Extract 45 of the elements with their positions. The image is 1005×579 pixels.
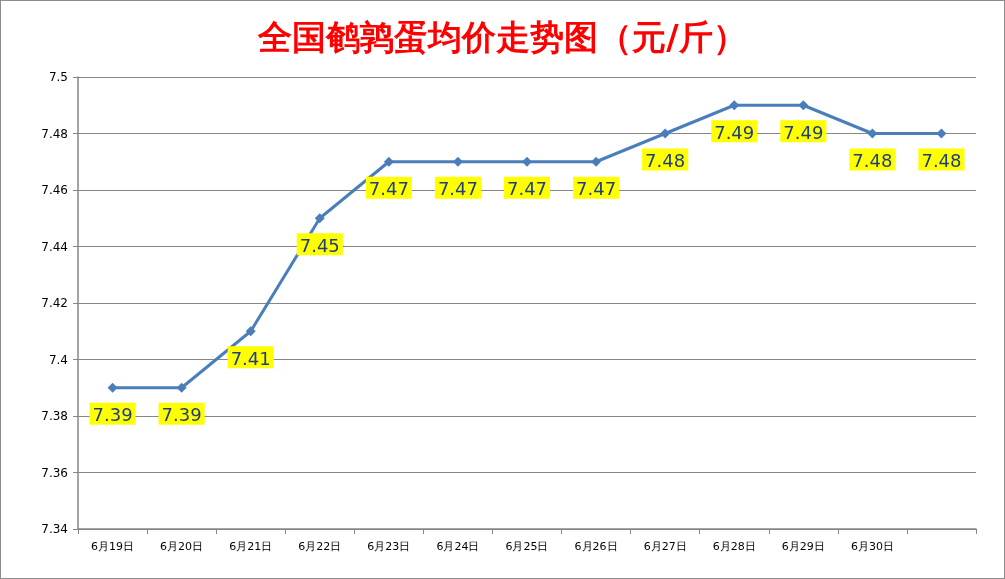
- y-tick-label: 7.34: [41, 522, 68, 536]
- x-tick-label: 6月26日: [574, 540, 618, 553]
- data-label: 7.47: [506, 178, 548, 200]
- y-tick-label: 7.38: [41, 409, 68, 423]
- data-label: 7.49: [783, 121, 824, 143]
- point: [729, 100, 740, 111]
- point: [591, 156, 602, 167]
- data-label: 7.48: [645, 150, 686, 171]
- point: [660, 128, 671, 139]
- x-tick-label: 6月21日: [229, 540, 273, 553]
- y-tick-label: 7.48: [41, 126, 68, 141]
- x-tick-label: 6月29日: [781, 540, 825, 553]
- data-label: 7.45: [299, 234, 340, 256]
- point: [314, 213, 325, 224]
- x-tick-label: 6月22日: [298, 540, 342, 553]
- data-label: 7.39: [92, 404, 133, 426]
- chart-title: 全国鹌鹑蛋均价走势图（元/斤）: [257, 17, 747, 57]
- point: [107, 382, 118, 393]
- point: [383, 156, 394, 167]
- y-tick-label: 7.42: [41, 296, 68, 310]
- data-label: 7.41: [230, 347, 271, 369]
- x-tick-label: 6月27日: [643, 540, 687, 553]
- data-label: 7.49: [714, 121, 755, 143]
- point: [522, 156, 532, 167]
- point: [245, 326, 256, 337]
- x-tick-label: 6月24日: [436, 540, 480, 553]
- data-label: 7.47: [437, 178, 478, 200]
- x-tick-label: 6月19日: [91, 540, 135, 553]
- y-tick-label: 7.4: [48, 352, 68, 367]
- x-tick-label: 6月30日: [850, 540, 894, 553]
- y-tick-label: 7.46: [41, 183, 68, 197]
- point: [176, 382, 187, 393]
- data-label: 7.48: [852, 150, 893, 171]
- y-tick-label: 7.5: [48, 70, 68, 84]
- y-tick-label: 7.44: [41, 239, 68, 254]
- data-label: 7.47: [368, 178, 409, 200]
- x-tick-label: 6月23日: [367, 540, 411, 553]
- y-tick-label: 7.36: [41, 465, 68, 480]
- x-tick-label: 6月28日: [712, 540, 756, 553]
- x-tick-label: 6月20日: [160, 540, 204, 553]
- data-label: 7.39: [161, 404, 202, 426]
- x-tick-label: 6月25日: [505, 540, 549, 553]
- data-label: 7.47: [576, 178, 617, 200]
- data-label: 7.48: [921, 150, 962, 171]
- point: [798, 100, 809, 111]
